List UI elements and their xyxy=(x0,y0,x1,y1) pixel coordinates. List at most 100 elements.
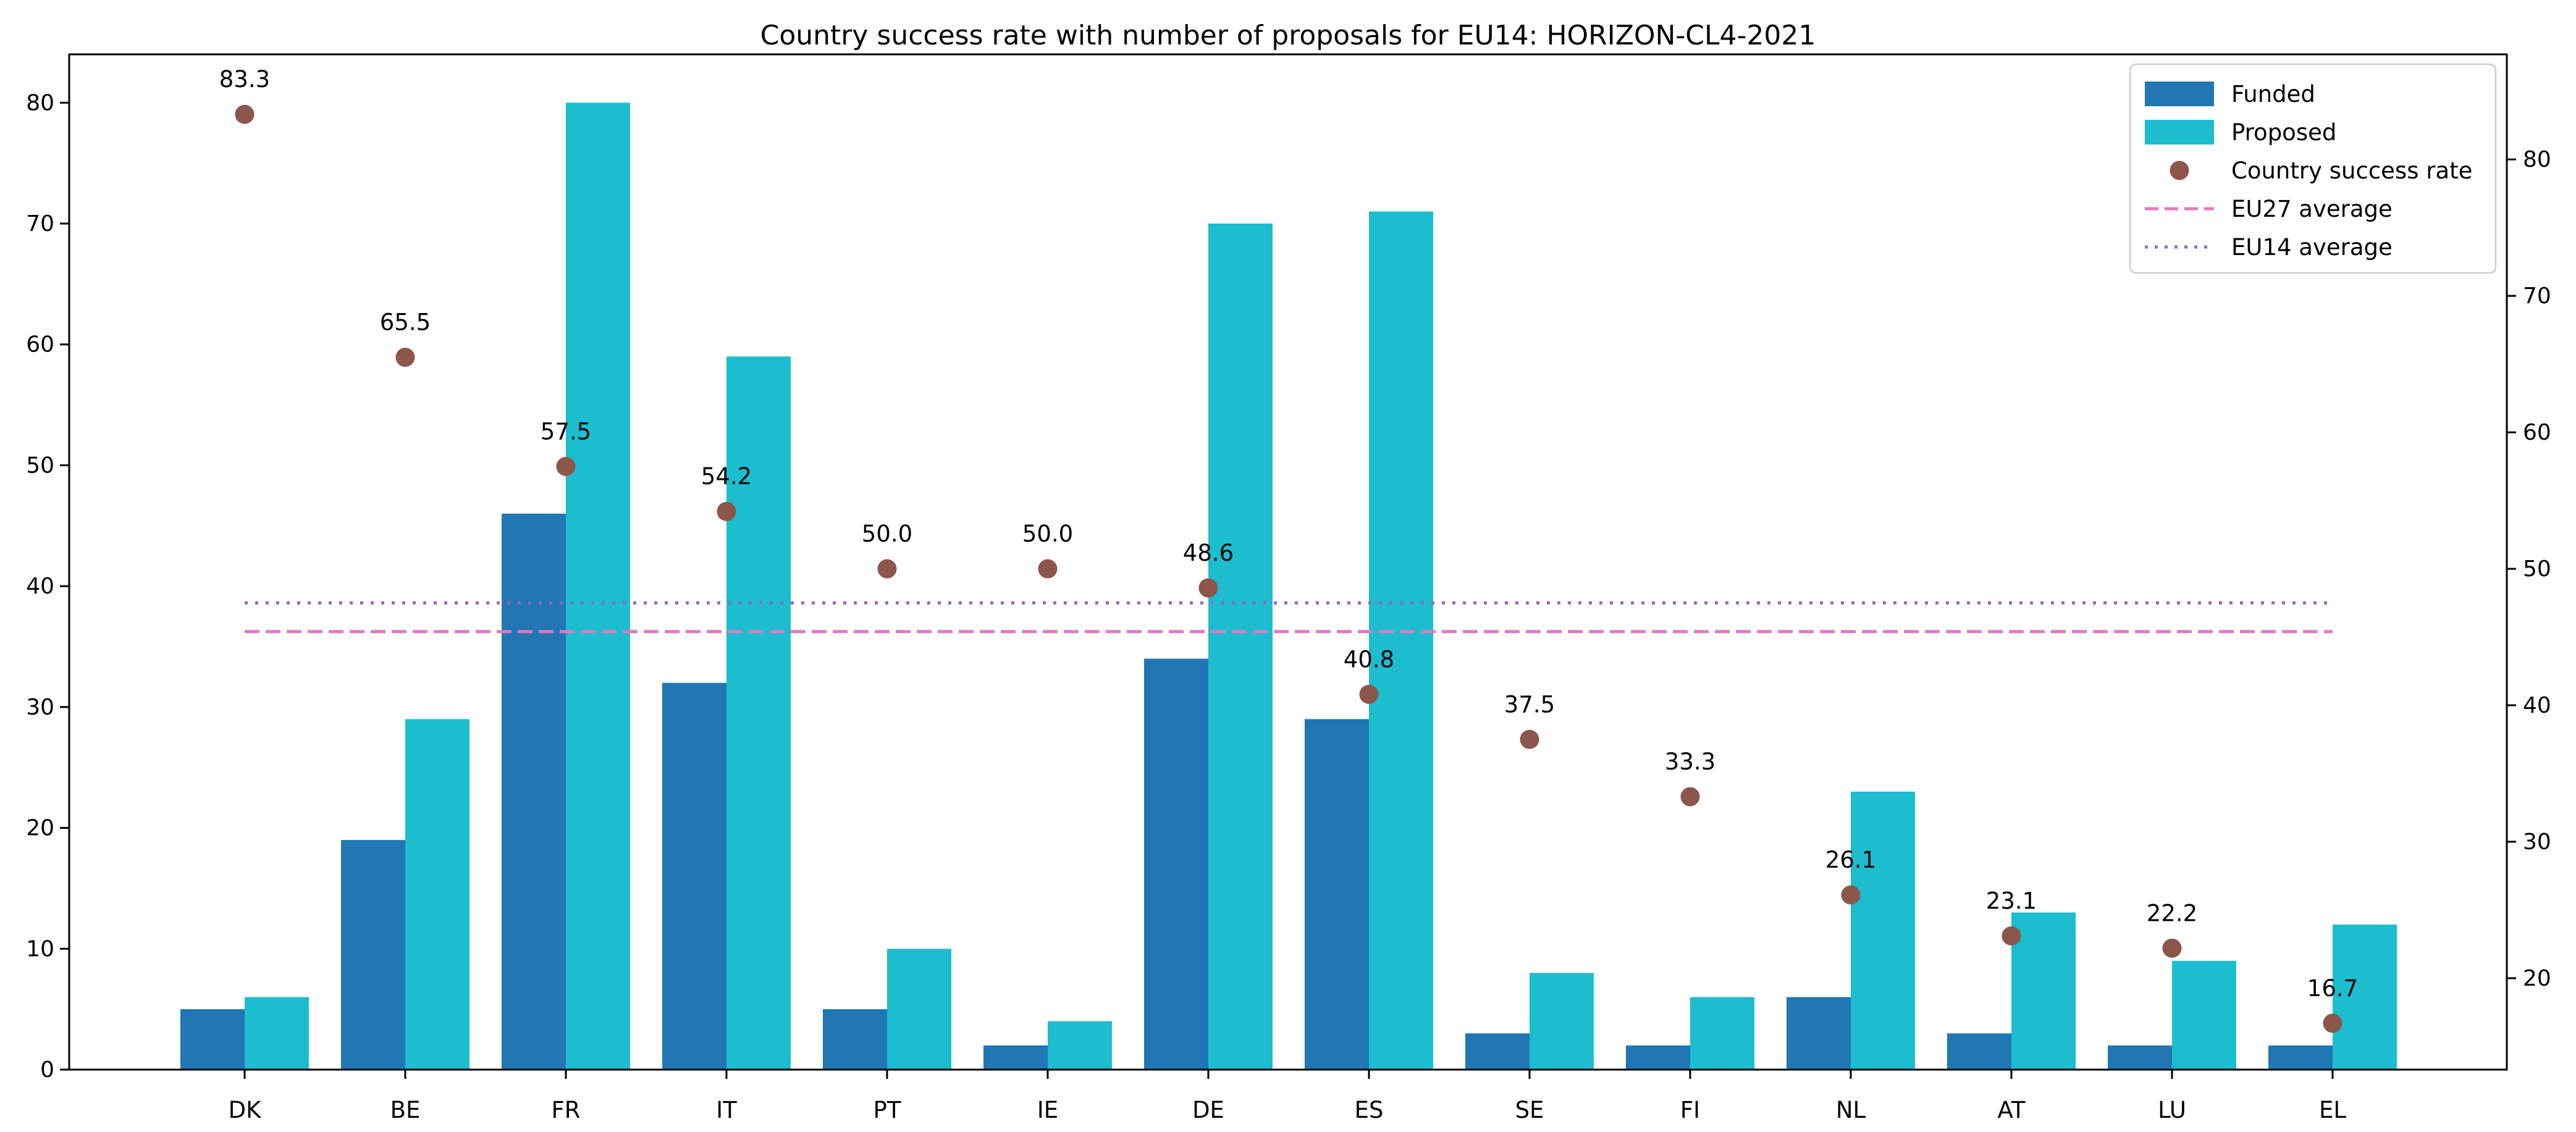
legend-swatch-dot xyxy=(2170,161,2189,180)
success-rate-label-NL: 26.1 xyxy=(1825,847,1876,873)
bar-proposed-IE xyxy=(1048,1021,1112,1070)
success-rate-label-SE: 37.5 xyxy=(1504,691,1555,718)
bar-proposed-LU xyxy=(2172,960,2236,1070)
chart-title: Country success rate with number of prop… xyxy=(760,20,1816,51)
bar-funded-IT xyxy=(662,682,726,1070)
legend-label: Country success rate xyxy=(2231,157,2472,184)
bar-proposed-PT xyxy=(887,949,951,1070)
success-rate-dot-FI xyxy=(1680,787,1700,807)
x-tick-label-IT: IT xyxy=(716,1097,737,1123)
bar-funded-PT xyxy=(823,1009,887,1070)
success-rate-label-IE: 50.0 xyxy=(1022,521,1073,547)
success-rate-label-EL: 16.7 xyxy=(2307,975,2358,1002)
success-rate-dot-ES xyxy=(1359,684,1379,704)
x-tick-label-FI: FI xyxy=(1680,1097,1700,1123)
x-tick-label-ES: ES xyxy=(1355,1097,1384,1123)
right-tick-label-30: 30 xyxy=(2523,829,2551,855)
bar-proposed-FI xyxy=(1690,997,1754,1070)
legend-label: Funded xyxy=(2231,81,2315,107)
bar-funded-BE xyxy=(341,840,405,1070)
success-rate-dot-FR xyxy=(556,456,576,476)
left-tick-label-40: 40 xyxy=(26,574,54,599)
x-tick-label-PT: PT xyxy=(873,1097,901,1123)
legend-entry-funded: Funded xyxy=(2145,81,2315,107)
legend-label: EU27 average xyxy=(2231,196,2393,222)
success-rate-dot-DK xyxy=(235,104,255,124)
bar-funded-ES xyxy=(1305,719,1369,1070)
legend-label: Proposed xyxy=(2231,119,2336,146)
x-tick-label-BE: BE xyxy=(390,1097,421,1123)
success-rate-label-FR: 57.5 xyxy=(541,418,591,445)
success-rate-label-ES: 40.8 xyxy=(1344,646,1394,673)
x-tick-label-AT: AT xyxy=(1997,1097,2025,1123)
right-tick-label-50: 50 xyxy=(2523,556,2551,582)
success-rate-label-DK: 83.3 xyxy=(219,66,270,93)
bar-funded-LU xyxy=(2108,1045,2172,1070)
legend-entry-country-success-rate: Country success rate xyxy=(2170,157,2472,184)
x-tick-label-IE: IE xyxy=(1037,1097,1058,1123)
legend-entry-eu14-average: EU14 average xyxy=(2145,234,2393,261)
success-rate-dot-DE xyxy=(1198,578,1218,598)
legend-swatch-bar xyxy=(2145,82,2214,106)
success-rate-dot-PT xyxy=(877,559,897,579)
success-rate-dot-SE xyxy=(1520,729,1539,749)
left-tick-label-20: 20 xyxy=(26,816,54,841)
bar-proposed-AT xyxy=(2011,912,2076,1070)
x-tick-label-DK: DK xyxy=(229,1097,262,1123)
success-rate-label-IT: 54.2 xyxy=(701,463,752,490)
right-tick-label-20: 20 xyxy=(2523,966,2551,991)
bar-proposed-DK xyxy=(245,997,309,1070)
left-tick-label-60: 60 xyxy=(26,332,54,358)
legend-label: EU14 average xyxy=(2231,234,2393,261)
x-tick-label-EL: EL xyxy=(2319,1097,2346,1123)
legend: Funded Proposed Country success rate EU27 a… xyxy=(2129,63,2497,274)
success-rate-label-FI: 33.3 xyxy=(1665,748,1715,775)
x-tick-label-SE: SE xyxy=(1515,1097,1544,1123)
bar-proposed-FR xyxy=(566,103,630,1070)
legend-box xyxy=(2129,63,2497,274)
success-rate-dot-BE xyxy=(395,348,415,367)
x-tick-label-DE: DE xyxy=(1192,1097,1224,1123)
success-rate-dot-NL xyxy=(1841,885,1861,905)
bar-proposed-DE xyxy=(1208,224,1273,1070)
bar-funded-FI xyxy=(1626,1045,1690,1070)
x-tick-label-FR: FR xyxy=(552,1097,581,1123)
axes-frame xyxy=(68,53,2508,1071)
right-tick-label-80: 80 xyxy=(2523,147,2551,172)
left-tick-label-0: 0 xyxy=(40,1057,54,1083)
bar-proposed-SE xyxy=(1530,973,1594,1070)
success-rate-label-AT: 23.1 xyxy=(1986,887,2037,914)
x-tick-label-NL: NL xyxy=(1836,1097,1866,1123)
left-tick-label-30: 30 xyxy=(26,695,54,720)
success-rate-dot-EL xyxy=(2323,1013,2342,1033)
bar-proposed-ES xyxy=(1369,211,1433,1070)
bar-funded-SE xyxy=(1465,1033,1530,1070)
legend-entry-eu27-average: EU27 average xyxy=(2145,196,2393,222)
left-tick-label-10: 10 xyxy=(26,936,54,962)
plot-area: 83.3 65.5 57.5 54.2 50.0 50.0 48.6 40.8 37.5 33.3… xyxy=(26,53,2551,1123)
bar-proposed-IT xyxy=(726,356,791,1070)
bar-proposed-BE xyxy=(405,719,469,1070)
right-tick-label-70: 70 xyxy=(2523,283,2551,309)
bar-proposed-EL xyxy=(2333,924,2397,1070)
bar-funded-DK xyxy=(180,1009,245,1070)
bar-funded-NL xyxy=(1787,997,1851,1070)
success-rate-dot-AT xyxy=(2001,926,2021,945)
success-rate-label-LU: 22.2 xyxy=(2147,900,2197,926)
x-tick-label-LU: LU xyxy=(2158,1097,2186,1123)
success-rate-dot-LU xyxy=(2162,938,2182,958)
success-rate-label-PT: 50.0 xyxy=(862,521,912,547)
right-tick-label-40: 40 xyxy=(2523,693,2551,718)
left-tick-label-50: 50 xyxy=(26,453,54,478)
right-tick-label-60: 60 xyxy=(2523,420,2551,445)
bar-funded-IE xyxy=(983,1045,1048,1070)
bar-funded-EL xyxy=(2268,1045,2333,1070)
legend-entry-proposed: Proposed xyxy=(2145,119,2336,146)
success-rate-dot-IE xyxy=(1038,559,1058,579)
bar-funded-DE xyxy=(1144,658,1208,1070)
left-tick-label-70: 70 xyxy=(26,211,54,237)
success-rate-label-DE: 48.6 xyxy=(1183,540,1234,566)
bar-funded-FR xyxy=(502,513,566,1070)
